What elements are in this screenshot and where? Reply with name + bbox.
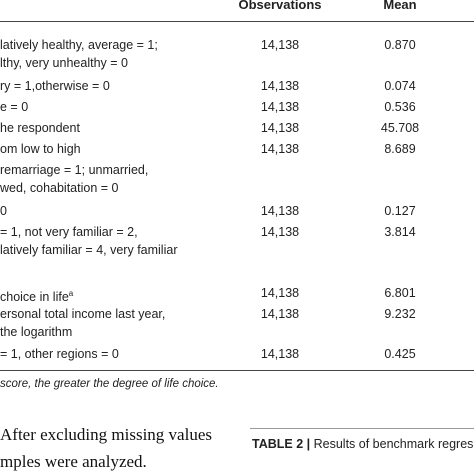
- observations-cell: 14,138: [260, 38, 300, 52]
- row-description: = 1, not very familiar = 2,: [0, 225, 138, 239]
- row-description: remarriage = 1; unmarried,: [0, 163, 149, 177]
- observations-cell: 14,138: [260, 347, 300, 361]
- mean-cell: 0.870: [384, 38, 416, 52]
- row-description: choice in lifea: [0, 289, 74, 305]
- bottom-rule: [0, 370, 474, 371]
- observations-cell: 14,138: [260, 307, 300, 321]
- observations-cell: 14,138: [260, 121, 300, 135]
- mean-cell: 9.232: [384, 307, 416, 321]
- footnote-marker: a: [68, 289, 74, 298]
- observations-cell: 14,138: [260, 79, 300, 93]
- column-header: Mean: [383, 0, 417, 12]
- mean-cell: 6.801: [384, 286, 416, 300]
- mean-cell: 8.689: [384, 142, 416, 156]
- row-description: ersonal total income last year,: [0, 307, 166, 321]
- mean-cell: 3.814: [384, 225, 416, 239]
- row-description: latively familiar = 4, very familiar: [0, 243, 178, 257]
- body-text: After excluding missing values: [0, 425, 212, 444]
- mean-cell: 0.536: [384, 100, 416, 114]
- caption-rule: [250, 428, 474, 429]
- footnote: score, the greater the degree of life ch…: [0, 378, 219, 390]
- mean-cell: 45.708: [380, 121, 420, 135]
- row-description: the logarithm: [0, 325, 73, 339]
- mean-cell: 0.127: [384, 204, 416, 218]
- mean-cell: 0.074: [384, 79, 416, 93]
- observations-cell: 14,138: [260, 142, 300, 156]
- observations-cell: 14,138: [260, 286, 300, 300]
- row-description: ry = 1,otherwise = 0: [0, 79, 110, 93]
- observations-cell: 14,138: [260, 225, 300, 239]
- row-description: he respondent: [0, 121, 80, 135]
- row-description: lthy, very unhealthy = 0: [0, 56, 128, 70]
- row-description: e = 0: [0, 100, 29, 114]
- observations-cell: 14,138: [260, 100, 300, 114]
- row-description: 0: [0, 204, 7, 218]
- column-header: Observations: [238, 0, 322, 12]
- row-description: latively healthy, average = 1;: [0, 38, 158, 52]
- body-text: mples were analyzed.: [0, 452, 147, 471]
- row-description: wed, cohabitation = 0: [0, 181, 119, 195]
- caption-label: TABLE 2 |: [252, 437, 311, 451]
- table-caption: TABLE 2 | Results of benchmark regres: [252, 437, 473, 452]
- observations-cell: 14,138: [260, 204, 300, 218]
- mean-cell: 0.425: [384, 347, 416, 361]
- caption-text: Results of benchmark regres: [313, 437, 474, 451]
- row-description: om low to high: [0, 142, 81, 156]
- row-description: = 1, other regions = 0: [0, 347, 119, 361]
- header-rule: [0, 21, 474, 22]
